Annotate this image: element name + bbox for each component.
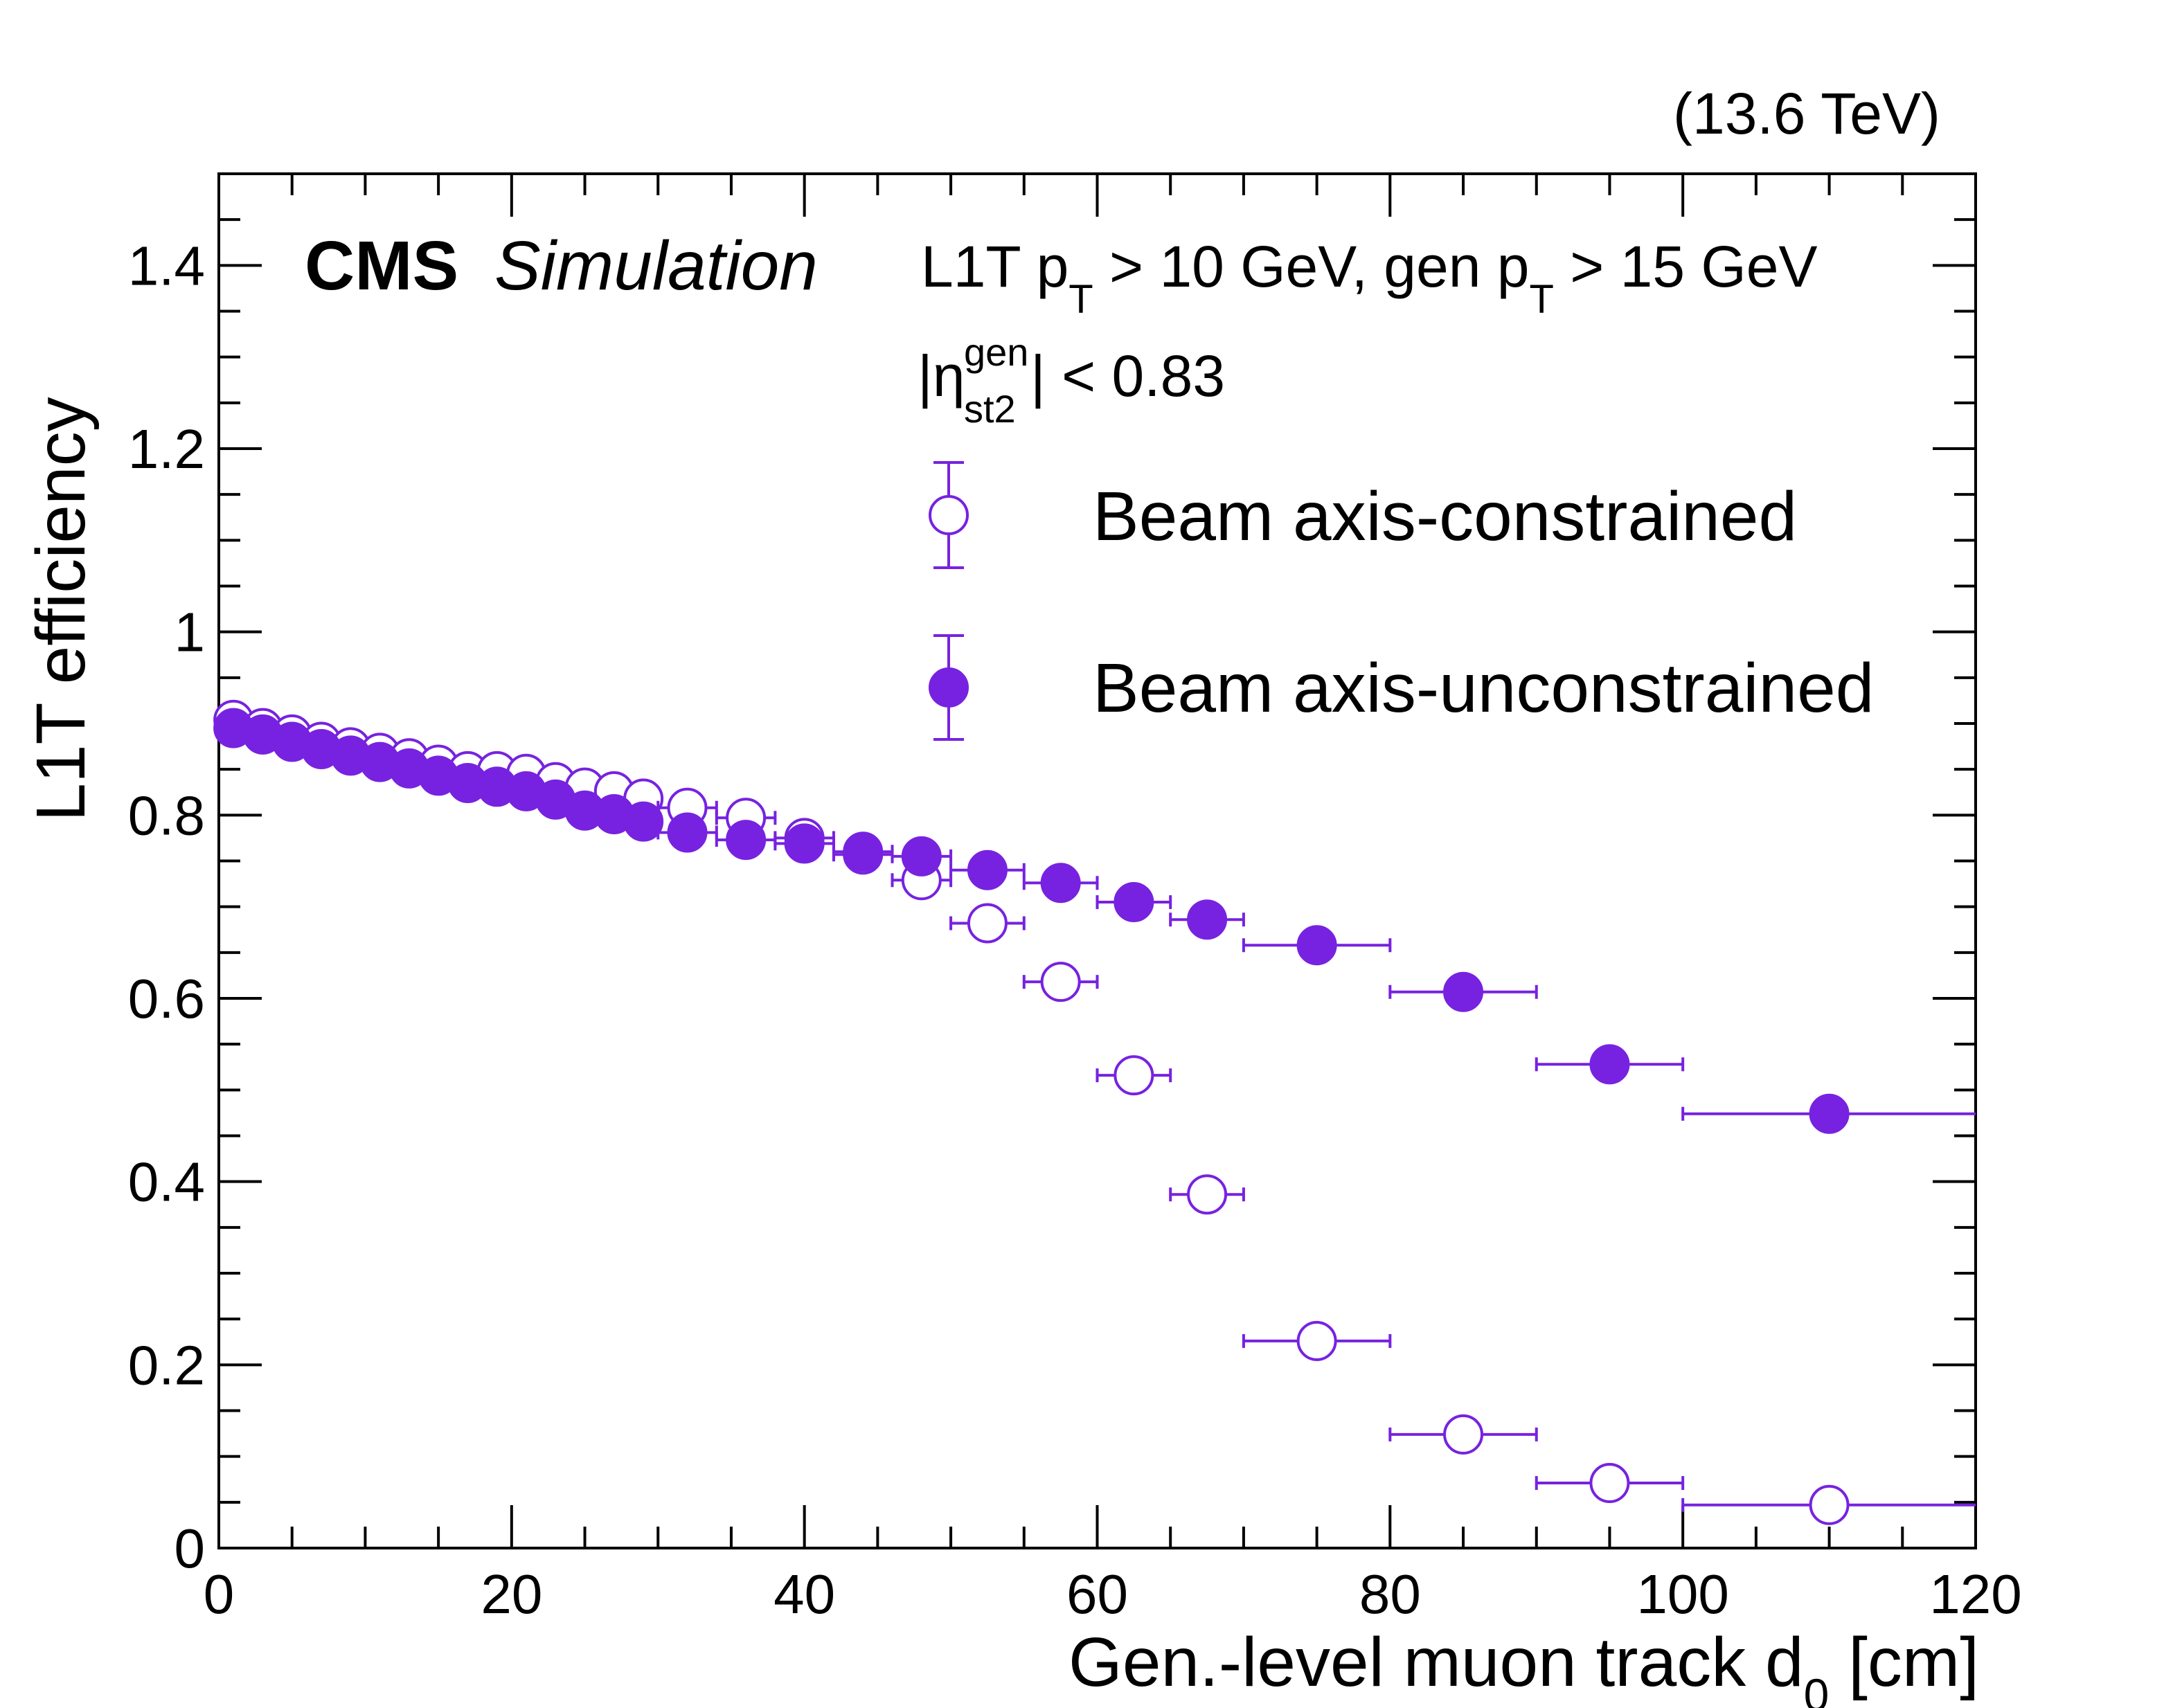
x-tick-label: 0 [204, 1563, 235, 1625]
data-point-constrained [1296, 1320, 1337, 1361]
y-tick-label: 0.6 [128, 968, 205, 1030]
legend-entry-unconstrained: Beam axis-unconstrained [929, 634, 1874, 741]
legend-entry-constrained: Beam axis-constrained [929, 461, 1797, 569]
x-axis-title-main: Gen.-level muon track d [1068, 1624, 1804, 1701]
data-point-unconstrained [1589, 1044, 1630, 1085]
data-layer [213, 699, 1976, 1525]
axis-ticks [217, 172, 1977, 1549]
pt-cut-label: L1T pT > 10 GeV, gen pT > 15 GeV [921, 234, 1818, 322]
eta-sup: gen [964, 330, 1028, 374]
cms-label: CMS [305, 227, 458, 305]
y-tick-label: 0.2 [128, 1334, 205, 1396]
x-tick-label: 80 [1359, 1563, 1421, 1625]
pt-cut-gen-sub: T [1529, 277, 1553, 322]
legend-marker-constrained [929, 495, 969, 535]
data-point-unconstrained [1296, 925, 1337, 966]
pt-cut-l1t-sub: T [1068, 277, 1093, 322]
energy-label: (13.6 TeV) [1673, 81, 1940, 146]
data-point-unconstrained [667, 812, 708, 853]
x-axis-title-sub: 0 [1804, 1669, 1830, 1708]
series-unconstrained [213, 708, 1976, 1134]
y-tick-label: 0.8 [128, 784, 205, 846]
x-tick-label: 40 [773, 1563, 835, 1625]
eta-sub: st2 [964, 387, 1016, 431]
x-tick-label: 100 [1636, 1563, 1728, 1625]
data-point-constrained [1040, 962, 1081, 1003]
pt-cut-l1t-thr: > 10 GeV, gen p [1093, 234, 1530, 299]
y-tick-label: 0 [175, 1518, 206, 1579]
cms-simulation-label: CMS Simulation [305, 227, 818, 305]
data-point-constrained [1187, 1174, 1228, 1215]
pt-cut-gen-thr: > 15 GeV [1554, 234, 1818, 299]
y-tick-label: 1 [175, 602, 206, 663]
eta-cut: | < 0.83 [1030, 343, 1225, 408]
data-point-unconstrained [623, 801, 664, 842]
plot-frame [217, 172, 1977, 1549]
x-tick-label: 20 [481, 1563, 542, 1625]
simulation-label: Simulation [494, 227, 818, 305]
tick-labels: 0 20 40 60 80 100 120 0 0.2 0.4 0.6 0.8 1 1.2 1.4 [128, 235, 2022, 1625]
data-point-unconstrained [1809, 1093, 1850, 1134]
x-axis-title: Gen.-level muon track d0 [cm] [1068, 1624, 1979, 1708]
data-point-unconstrained [1443, 971, 1484, 1012]
data-point-unconstrained [1040, 863, 1081, 904]
data-point-constrained [1114, 1055, 1154, 1096]
data-point-unconstrained [967, 849, 1008, 890]
legend: Beam axis-constrained Beam axis-unconstr… [929, 461, 1874, 741]
data-point-unconstrained [901, 836, 942, 877]
x-tick-label: 60 [1066, 1563, 1128, 1625]
y-tick-label: 1.4 [128, 235, 205, 296]
x-tick-label: 120 [1929, 1563, 2021, 1625]
x-axis-title-unit: [cm] [1829, 1624, 1979, 1701]
pt-cut-l1t: L1T p [921, 234, 1068, 299]
data-point-unconstrained [1114, 882, 1154, 923]
data-point-unconstrained [784, 823, 825, 864]
y-tick-label: 1.2 [128, 418, 205, 480]
legend-label-constrained: Beam axis-constrained [1093, 478, 1797, 555]
data-point-unconstrained [1187, 899, 1228, 940]
legend-marker-unconstrained [929, 667, 969, 708]
data-point-constrained [1589, 1463, 1630, 1504]
data-point-constrained [1809, 1484, 1850, 1525]
data-point-unconstrained [843, 831, 884, 872]
eta-cut-label: |η gen st2 | < 0.83 [918, 330, 1225, 431]
y-axis-title: L1T efficiency [22, 397, 100, 821]
eta-symbol: |η [918, 343, 965, 408]
data-point-unconstrained [726, 820, 767, 861]
data-point-constrained [967, 903, 1008, 944]
data-point-constrained [1443, 1414, 1484, 1455]
y-tick-label: 0.4 [128, 1151, 205, 1213]
legend-label-unconstrained: Beam axis-unconstrained [1093, 649, 1874, 727]
